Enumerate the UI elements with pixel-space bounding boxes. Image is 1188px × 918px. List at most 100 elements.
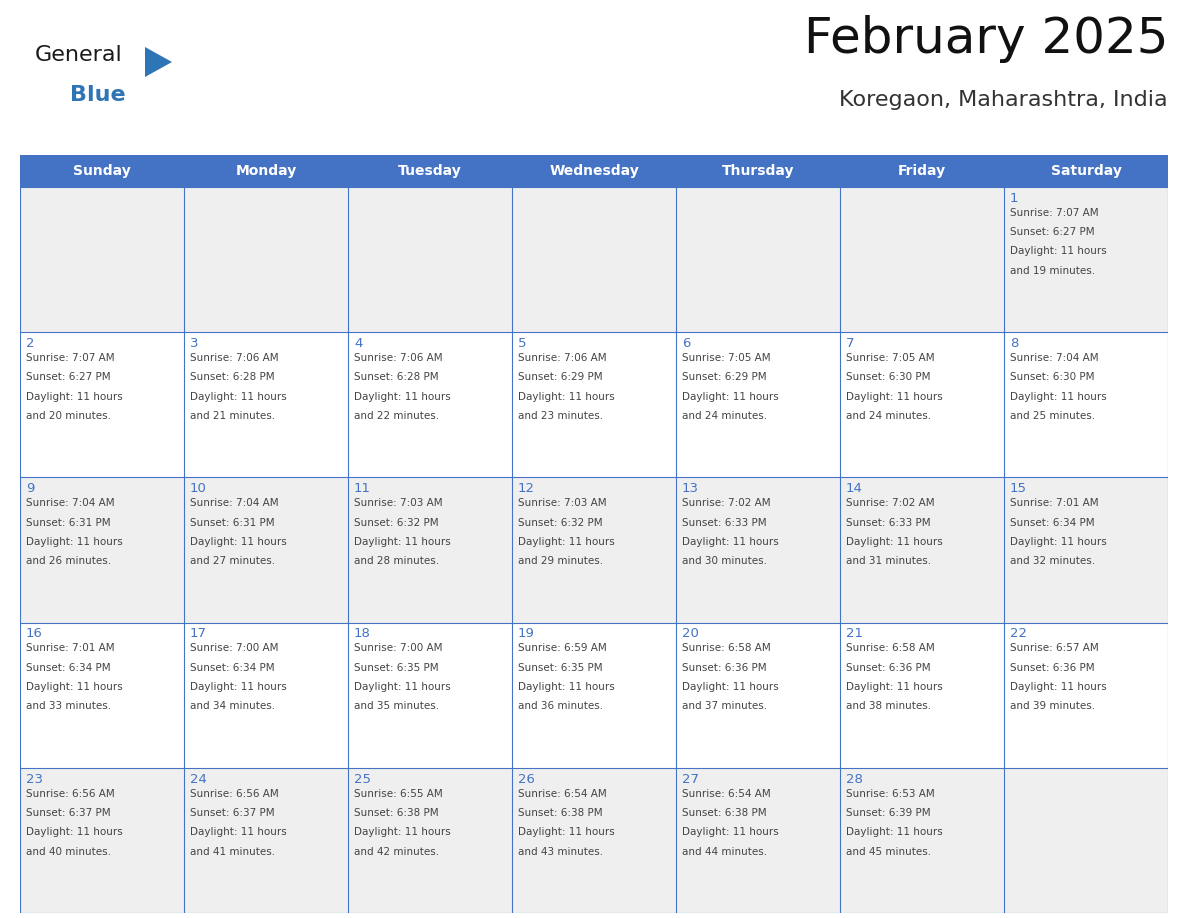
Text: 23: 23 (26, 773, 43, 786)
Text: Daylight: 11 hours: Daylight: 11 hours (1010, 537, 1107, 547)
Text: Friday: Friday (898, 164, 946, 178)
Text: Daylight: 11 hours: Daylight: 11 hours (26, 537, 122, 547)
Text: General: General (34, 45, 122, 65)
Text: Sunset: 6:28 PM: Sunset: 6:28 PM (190, 373, 274, 382)
Text: Sunset: 6:36 PM: Sunset: 6:36 PM (846, 663, 930, 673)
Text: Sunset: 6:27 PM: Sunset: 6:27 PM (1010, 227, 1094, 237)
Text: 17: 17 (190, 628, 207, 641)
Text: Sunrise: 7:04 AM: Sunrise: 7:04 AM (1010, 353, 1099, 363)
Text: and 43 minutes.: and 43 minutes. (518, 846, 604, 856)
Text: 21: 21 (846, 628, 862, 641)
Text: and 38 minutes.: and 38 minutes. (846, 701, 931, 711)
Text: Daylight: 11 hours: Daylight: 11 hours (682, 827, 779, 837)
Text: Sunrise: 7:00 AM: Sunrise: 7:00 AM (354, 644, 442, 654)
Text: 1: 1 (1010, 192, 1018, 205)
Text: 24: 24 (190, 773, 207, 786)
Text: 26: 26 (518, 773, 535, 786)
Text: and 37 minutes.: and 37 minutes. (682, 701, 767, 711)
Text: Sunset: 6:33 PM: Sunset: 6:33 PM (682, 518, 766, 528)
Text: Sunset: 6:38 PM: Sunset: 6:38 PM (682, 808, 766, 818)
Text: Daylight: 11 hours: Daylight: 11 hours (26, 827, 122, 837)
Text: Sunrise: 7:06 AM: Sunrise: 7:06 AM (354, 353, 443, 363)
Text: and 40 minutes.: and 40 minutes. (26, 846, 110, 856)
Text: Sunset: 6:38 PM: Sunset: 6:38 PM (354, 808, 438, 818)
Text: Sunday: Sunday (74, 164, 131, 178)
Text: Daylight: 11 hours: Daylight: 11 hours (846, 392, 943, 402)
Text: Wednesday: Wednesday (549, 164, 639, 178)
Text: 14: 14 (846, 482, 862, 495)
Text: Daylight: 11 hours: Daylight: 11 hours (354, 682, 450, 692)
Text: 4: 4 (354, 337, 362, 350)
Text: and 21 minutes.: and 21 minutes. (190, 411, 276, 421)
Text: Sunset: 6:29 PM: Sunset: 6:29 PM (518, 373, 602, 382)
Text: Sunrise: 6:58 AM: Sunrise: 6:58 AM (846, 644, 935, 654)
Text: and 39 minutes.: and 39 minutes. (1010, 701, 1095, 711)
Text: Sunset: 6:36 PM: Sunset: 6:36 PM (1010, 663, 1094, 673)
Text: Blue: Blue (70, 85, 126, 105)
Text: Saturday: Saturday (1050, 164, 1121, 178)
Text: Sunrise: 6:58 AM: Sunrise: 6:58 AM (682, 644, 771, 654)
Text: Sunrise: 6:57 AM: Sunrise: 6:57 AM (1010, 644, 1099, 654)
Text: Sunrise: 7:04 AM: Sunrise: 7:04 AM (190, 498, 279, 509)
Text: Sunrise: 6:54 AM: Sunrise: 6:54 AM (518, 789, 607, 799)
Text: Sunrise: 7:04 AM: Sunrise: 7:04 AM (26, 498, 114, 509)
Text: Sunrise: 6:53 AM: Sunrise: 6:53 AM (846, 789, 935, 799)
Text: Sunset: 6:28 PM: Sunset: 6:28 PM (354, 373, 438, 382)
Text: Sunrise: 7:06 AM: Sunrise: 7:06 AM (190, 353, 279, 363)
Text: Sunset: 6:37 PM: Sunset: 6:37 PM (26, 808, 110, 818)
Text: Daylight: 11 hours: Daylight: 11 hours (354, 537, 450, 547)
Text: February 2025: February 2025 (803, 15, 1168, 63)
Text: Sunrise: 7:00 AM: Sunrise: 7:00 AM (190, 644, 278, 654)
Text: Daylight: 11 hours: Daylight: 11 hours (846, 827, 943, 837)
Text: and 44 minutes.: and 44 minutes. (682, 846, 767, 856)
Text: Sunset: 6:39 PM: Sunset: 6:39 PM (846, 808, 930, 818)
Text: Sunset: 6:33 PM: Sunset: 6:33 PM (846, 518, 930, 528)
Text: 9: 9 (26, 482, 34, 495)
Text: and 45 minutes.: and 45 minutes. (846, 846, 931, 856)
Text: 11: 11 (354, 482, 371, 495)
Text: Sunrise: 7:03 AM: Sunrise: 7:03 AM (518, 498, 607, 509)
Bar (20, 622, 1168, 767)
Text: Daylight: 11 hours: Daylight: 11 hours (682, 682, 779, 692)
Text: and 41 minutes.: and 41 minutes. (190, 846, 276, 856)
Text: 20: 20 (682, 628, 699, 641)
Text: and 27 minutes.: and 27 minutes. (190, 556, 276, 566)
Text: Sunrise: 6:56 AM: Sunrise: 6:56 AM (190, 789, 279, 799)
Text: and 22 minutes.: and 22 minutes. (354, 411, 440, 421)
Text: and 34 minutes.: and 34 minutes. (190, 701, 276, 711)
Text: 19: 19 (518, 628, 535, 641)
Text: and 29 minutes.: and 29 minutes. (518, 556, 604, 566)
Text: and 19 minutes.: and 19 minutes. (1010, 266, 1095, 275)
Bar (20, 767, 1168, 913)
Text: Daylight: 11 hours: Daylight: 11 hours (518, 392, 614, 402)
Text: and 24 minutes.: and 24 minutes. (846, 411, 931, 421)
Text: Sunset: 6:34 PM: Sunset: 6:34 PM (190, 663, 274, 673)
Text: Sunrise: 7:05 AM: Sunrise: 7:05 AM (682, 353, 771, 363)
Text: Daylight: 11 hours: Daylight: 11 hours (1010, 246, 1107, 256)
Text: and 32 minutes.: and 32 minutes. (1010, 556, 1095, 566)
Text: and 33 minutes.: and 33 minutes. (26, 701, 112, 711)
Text: Sunrise: 7:05 AM: Sunrise: 7:05 AM (846, 353, 935, 363)
Text: Daylight: 11 hours: Daylight: 11 hours (518, 827, 614, 837)
Text: Daylight: 11 hours: Daylight: 11 hours (354, 827, 450, 837)
Text: Thursday: Thursday (722, 164, 795, 178)
Bar (20, 155, 1168, 186)
Text: Sunset: 6:32 PM: Sunset: 6:32 PM (354, 518, 438, 528)
Text: and 35 minutes.: and 35 minutes. (354, 701, 440, 711)
Text: Daylight: 11 hours: Daylight: 11 hours (682, 537, 779, 547)
Text: Sunrise: 7:02 AM: Sunrise: 7:02 AM (846, 498, 935, 509)
Text: Sunrise: 7:01 AM: Sunrise: 7:01 AM (1010, 498, 1099, 509)
Text: 28: 28 (846, 773, 862, 786)
Text: Sunset: 6:35 PM: Sunset: 6:35 PM (518, 663, 602, 673)
Text: Sunset: 6:38 PM: Sunset: 6:38 PM (518, 808, 602, 818)
Text: Sunrise: 6:54 AM: Sunrise: 6:54 AM (682, 789, 771, 799)
Text: 18: 18 (354, 628, 371, 641)
Bar (20, 186, 1168, 332)
Text: Sunrise: 6:59 AM: Sunrise: 6:59 AM (518, 644, 607, 654)
Text: Daylight: 11 hours: Daylight: 11 hours (1010, 682, 1107, 692)
Text: Daylight: 11 hours: Daylight: 11 hours (26, 392, 122, 402)
Text: Daylight: 11 hours: Daylight: 11 hours (190, 537, 286, 547)
Text: Daylight: 11 hours: Daylight: 11 hours (190, 827, 286, 837)
Text: and 36 minutes.: and 36 minutes. (518, 701, 604, 711)
Text: Sunrise: 6:56 AM: Sunrise: 6:56 AM (26, 789, 115, 799)
